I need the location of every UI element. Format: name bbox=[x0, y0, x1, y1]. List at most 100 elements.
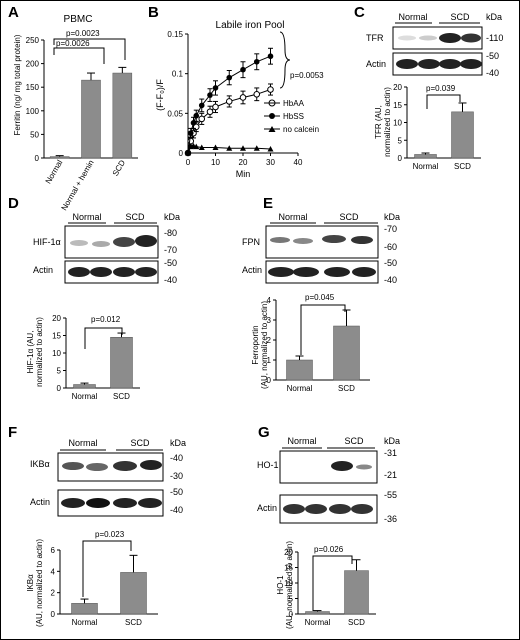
panel-c-y-tick-label: 10 bbox=[393, 119, 402, 128]
panel-E-marker-50: -50 bbox=[384, 258, 397, 268]
panel-a-y-tick-label: 0 bbox=[35, 154, 40, 163]
panel-G-blot-actin: Actin bbox=[257, 503, 277, 513]
panel-F-marker-30: -30 bbox=[170, 471, 183, 481]
panel-G-actin-bands bbox=[283, 504, 373, 514]
panel-D-marker-70: -70 bbox=[164, 245, 177, 255]
panel-c-y-tick-label: 15 bbox=[393, 101, 402, 110]
panel-C-actin-bands bbox=[396, 59, 482, 69]
panel-b-point-hbss bbox=[253, 58, 260, 65]
panel-g-y-tick-label: 10 bbox=[284, 579, 293, 588]
panel-F-chart: 0 2 4 6 Normal SCD bbox=[51, 546, 158, 627]
panel-b-x-tick-label: 0 bbox=[186, 158, 191, 167]
panel-D-group-scd: SCD bbox=[125, 212, 145, 222]
panel-E-chart: 0 1 2 3 4 Normal SCD bbox=[267, 296, 370, 393]
panel-E-group-scd: SCD bbox=[339, 212, 359, 222]
panel-b-point-no-calcein bbox=[226, 145, 233, 151]
panel-D-hif-bands bbox=[70, 235, 157, 247]
panel-C-tfr-bands bbox=[398, 33, 481, 43]
panel-A-p2: p=0.0023 bbox=[66, 29, 100, 38]
panel-e-y-tick-label: 1 bbox=[267, 356, 272, 365]
panel-D-ylabel2: normalized to actin) bbox=[35, 317, 44, 387]
panel-f-y-tick-label: 0 bbox=[51, 610, 56, 619]
panel-a-y-tick-label: 250 bbox=[26, 36, 40, 45]
panel-b-x-tick-label: 40 bbox=[294, 158, 303, 167]
panel-d-y-tick-label: 0 bbox=[57, 384, 62, 393]
panel-E-marker-40: -40 bbox=[384, 275, 397, 285]
panel-d-bar bbox=[73, 384, 96, 389]
panel-G-blot-ho1: HO-1 bbox=[257, 460, 279, 470]
panel-b-point-hbaa bbox=[267, 86, 274, 93]
panel-c-y-tick-label: 20 bbox=[393, 83, 402, 92]
panel-D-actin-bands bbox=[68, 267, 157, 277]
panel-c-bar bbox=[414, 154, 437, 159]
panel-b-point-hbss bbox=[240, 66, 246, 73]
panel-f-y-tick-label: 6 bbox=[51, 546, 56, 555]
panel-b-point-no-calcein bbox=[212, 144, 219, 150]
panel-b-point-hbss bbox=[187, 130, 194, 136]
panel-E-label: E bbox=[263, 195, 273, 212]
panel-C-pvalue: p=0.039 bbox=[426, 84, 456, 93]
panel-g-bar bbox=[305, 611, 330, 615]
panel-b-point-hbaa bbox=[198, 115, 206, 123]
panel-F-blot-ikb: IKBα bbox=[30, 459, 50, 469]
panel-C-chart: 0 5 10 15 20 Normal SCD bbox=[393, 83, 481, 171]
panel-E-group-normal: Normal bbox=[278, 212, 307, 222]
panel-e-y-tick-label: 2 bbox=[267, 336, 272, 345]
panel-D-blot-actin: Actin bbox=[33, 265, 53, 275]
panel-C-label: C bbox=[354, 4, 365, 21]
panel-A-pvalues: p=0.0026 p=0.0023 bbox=[53, 29, 126, 64]
panel-b-point-hbss bbox=[267, 53, 274, 60]
panel-E-marker-60: -60 bbox=[384, 242, 397, 252]
panel-B-legend: HbAA HbSS no calcein bbox=[264, 99, 319, 134]
panel-D-marker-50: -50 bbox=[164, 258, 177, 268]
panel-A-title: PBMC bbox=[64, 14, 93, 25]
panel-e-y-tick-label: 4 bbox=[267, 296, 272, 305]
panel-a-y-tick-label: 150 bbox=[26, 83, 40, 92]
panel-f-bar bbox=[71, 603, 98, 615]
panel-c-x-tick-label: SCD bbox=[454, 162, 471, 171]
panel-D-group-normal: Normal bbox=[72, 212, 101, 222]
panel-f-y-tick-label: 2 bbox=[51, 589, 56, 598]
panel-g-y-tick-label: 15 bbox=[284, 564, 293, 573]
panel-d-y-tick-label: 10 bbox=[52, 349, 61, 358]
panel-c-x-tick-label: Normal bbox=[413, 162, 439, 171]
panel-e-y-tick-label: 3 bbox=[267, 316, 272, 325]
panel-b-point-no-calcein bbox=[193, 143, 200, 150]
panel-E-ylabel1: Ferroportin bbox=[251, 325, 260, 364]
panel-b-point-hbss bbox=[207, 92, 213, 98]
panel-d-y-tick-label: 15 bbox=[52, 332, 61, 341]
panel-a-x-tick-label: Normal + hemin bbox=[60, 159, 96, 213]
panel-d-y-tick-label: 5 bbox=[57, 367, 62, 376]
panel-a-bar bbox=[81, 79, 101, 159]
panel-F-actin-bands bbox=[61, 498, 162, 508]
panel-D-kda: kDa bbox=[164, 212, 180, 222]
panel-F-ylabel2: (AU, normalized to actin) bbox=[35, 539, 44, 627]
panel-F-label: F bbox=[8, 424, 17, 441]
panel-C-ylabel2: normalized to actin) bbox=[383, 87, 392, 157]
panel-C-marker-40: -40 bbox=[486, 68, 499, 78]
panel-b-point-hbaa bbox=[206, 108, 214, 116]
panel-G-marker-36: -36 bbox=[384, 514, 397, 524]
panel-b-point-hbss bbox=[193, 112, 200, 119]
panel-b-x-tick-label: 10 bbox=[211, 158, 220, 167]
panel-G-marker-31: -31 bbox=[384, 448, 397, 458]
panel-e-bar bbox=[333, 325, 360, 381]
panel-B-pvalue: p=0.0053 bbox=[290, 71, 324, 80]
panel-G-kda: kDa bbox=[384, 436, 400, 446]
panel-b-point-hbaa bbox=[187, 137, 195, 145]
panel-a-y-tick-label: 50 bbox=[30, 130, 39, 139]
panel-D-ylabel1: HIF-1α (AU, bbox=[26, 331, 35, 374]
panel-b-y-tick-label: 0 bbox=[179, 149, 184, 158]
panel-F-marker-50: -50 bbox=[170, 487, 183, 497]
panel-C-marker-50: -50 bbox=[486, 51, 499, 61]
panel-C-marker-110: -110 bbox=[486, 33, 503, 43]
panel-f-bar bbox=[120, 572, 147, 615]
panel-b-x-tick-label: 30 bbox=[266, 158, 275, 167]
panel-E-blot-actin: Actin bbox=[242, 265, 262, 275]
panel-F-pvalue: p=0.023 bbox=[95, 530, 125, 539]
panel-d-y-tick-label: 20 bbox=[52, 314, 61, 323]
panel-b-point-no-calcein bbox=[253, 145, 260, 151]
panel-D-label: D bbox=[8, 195, 19, 212]
panel-g-x-tick-label: Normal bbox=[305, 618, 331, 627]
